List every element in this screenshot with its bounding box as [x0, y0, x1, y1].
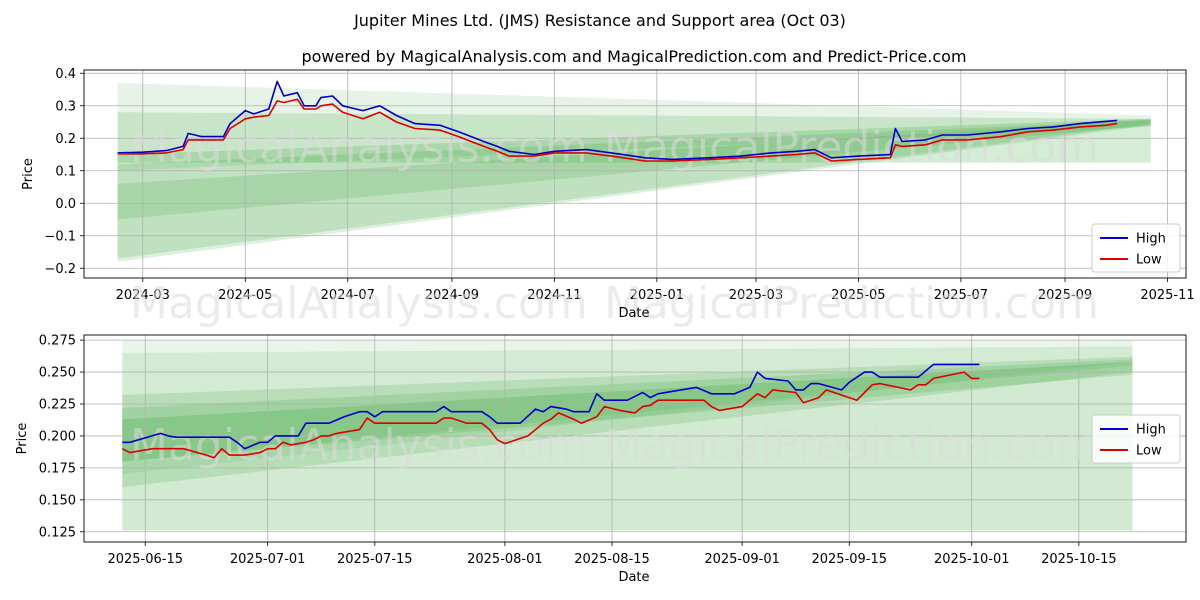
x-tick-label: 2024-09	[425, 288, 479, 303]
watermark-right: MagicalPrediction.com	[604, 278, 1099, 329]
legend-label-high: High	[1136, 232, 1166, 247]
x-tick-label: 2025-08-01	[467, 552, 543, 567]
x-tick-label: 2024-11	[527, 288, 581, 303]
x-tick-label: 2025-11	[1140, 288, 1194, 303]
bottom-chart: 0.275 0.250 0.225 0.200 0.175 0.150 0.125 2025-…	[15, 334, 1187, 585]
chart-title: Jupiter Mines Ltd. (JMS) Resistance and …	[353, 11, 846, 30]
series-line-high	[117, 80, 1118, 161]
x-tick-label: 2025-07-01	[230, 552, 306, 567]
band-area	[117, 83, 1151, 171]
y-tick-label: −0.1	[44, 229, 76, 244]
legend-label-high: High	[1136, 423, 1166, 438]
legend-label-low: Low	[1136, 444, 1162, 459]
band-area	[117, 112, 1151, 220]
y-tick-label: 0.4	[55, 67, 76, 82]
x-tick-label: 2025-10-01	[934, 552, 1010, 567]
x-tick-label: 2025-01	[630, 288, 684, 303]
x-axis-label: Date	[618, 306, 649, 321]
y-axis-label: Price	[21, 158, 36, 190]
y-tick-label: 0.250	[39, 366, 76, 381]
x-tick-label: 2024-05	[218, 288, 272, 303]
x-tick-label: 2025-03	[729, 288, 783, 303]
y-tick-label: 0.1	[55, 164, 76, 179]
legend: High Low	[1091, 223, 1181, 273]
x-tick-label: 2025-07	[934, 288, 988, 303]
y-tick-label: 0.2	[55, 132, 76, 147]
x-tick-label: 2025-09-01	[704, 552, 780, 567]
x-tick-label: 2025-09-15	[811, 552, 887, 567]
band-area	[117, 120, 1151, 259]
y-tick-label: 0.200	[39, 429, 76, 444]
y-tick-label: 0.0	[55, 197, 76, 212]
x-tick-label: 2025-09	[1038, 288, 1092, 303]
top-chart: 0.4 0.3 0.2 0.1 0.0 −0.1 −0.2 2024-03 2024-05 202…	[21, 67, 1195, 329]
plot-frame	[83, 69, 1187, 279]
series-line-low	[117, 98, 1118, 162]
x-axis-label: Date	[618, 570, 649, 585]
y-tick-label: −0.2	[44, 262, 76, 277]
x-tick-label: 2025-05	[831, 288, 885, 303]
x-tick-label: 2025-08-15	[574, 552, 650, 567]
y-tick-label: 0.225	[39, 398, 76, 413]
watermark-right: MagicalPrediction.com	[604, 420, 1099, 471]
x-tick-label: 2025-06-15	[107, 552, 183, 567]
x-tick-label: 2024-03	[116, 288, 170, 303]
plot-frame	[83, 334, 1187, 543]
band-area	[117, 119, 1151, 262]
x-tick-label: 2024-07	[321, 288, 375, 303]
series-lines	[121, 363, 980, 459]
y-tick-label: 0.175	[39, 461, 76, 476]
series-line-low	[121, 371, 980, 459]
y-axis-label: Price	[15, 423, 30, 455]
support-resistance-bands	[117, 83, 1151, 262]
legend-label-low: Low	[1136, 253, 1162, 268]
legend: High Low	[1091, 414, 1181, 464]
watermark-left: MagicalAnalysis.com	[130, 122, 588, 173]
y-tick-label: 0.3	[55, 99, 76, 114]
y-tick-label: 0.125	[39, 525, 76, 540]
watermark-left: MagicalAnalysis.com	[130, 420, 588, 471]
series-line-high	[122, 363, 980, 450]
x-tick-label: 2025-10-15	[1041, 552, 1117, 567]
series-lines	[117, 80, 1118, 162]
chart-subtitle: powered by MagicalAnalysis.com and Magic…	[301, 47, 966, 66]
y-tick-label: 0.275	[39, 334, 76, 349]
watermark-left: MagicalAnalysis.com	[130, 278, 588, 329]
y-tick-label: 0.150	[39, 493, 76, 508]
x-tick-label: 2025-07-15	[337, 552, 413, 567]
